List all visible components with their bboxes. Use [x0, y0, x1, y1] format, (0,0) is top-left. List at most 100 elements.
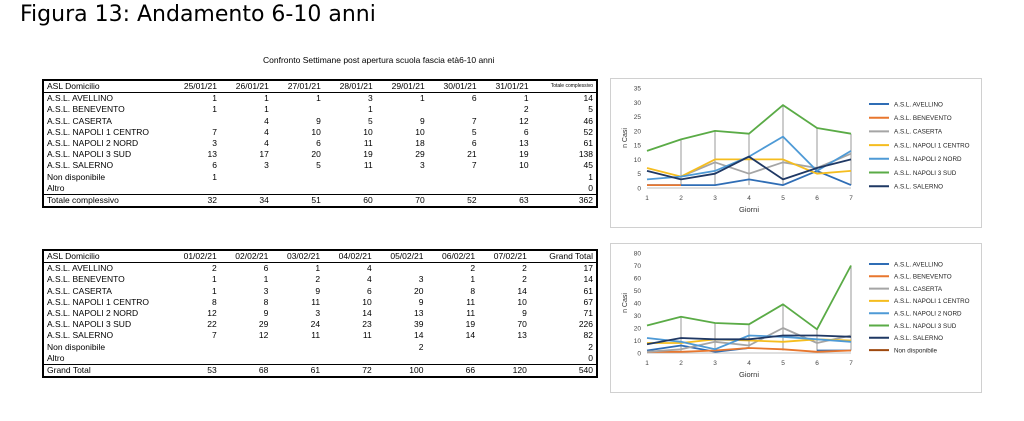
y-axis-label: n Casi: [622, 128, 629, 148]
row-label: A.S.L. SALERNO: [47, 160, 114, 171]
x-axis-label: Giorni: [739, 370, 759, 379]
table-cell: 2: [523, 104, 529, 115]
table-cell: 6: [212, 160, 217, 171]
table-cell: 3: [264, 160, 269, 171]
table-cell: 11: [363, 138, 373, 149]
table-cell: 9: [419, 115, 425, 126]
table-cell: 4: [264, 138, 269, 149]
table-cell: 13: [519, 138, 529, 149]
table-cell: 05/02/21: [374, 250, 427, 264]
table-row: A.S.L. NAPOLI 2 NORD 12 9 3 14 13 11 9 71: [43, 308, 597, 319]
table-cell: 20: [413, 285, 424, 296]
table-cell: 07/02/21: [478, 250, 530, 264]
table-cell: [480, 172, 532, 183]
table-cell: 10: [362, 296, 372, 307]
table-cell: 04/02/21: [323, 250, 375, 264]
legend-label: A.S.L. BENEVENTO: [894, 274, 952, 281]
table-cell: 11: [363, 160, 373, 171]
table-cell: 1: [211, 285, 217, 296]
line-chart-week2: 0 10 20 30 40 50 60 70 80 1 2 3 4 5 6 7 Giorni n Casi A.S.…: [610, 243, 982, 393]
table-cell: [324, 172, 376, 183]
table-cell: 138: [578, 149, 593, 160]
table-cell: 3: [263, 285, 269, 296]
y-tick-label: 10: [634, 338, 642, 345]
table-cell: 23: [362, 319, 372, 330]
table-cell: 25/01/21: [168, 80, 220, 94]
table-cell: 1: [264, 93, 269, 104]
row-label: A.S.L. NAPOLI 2 NORD: [47, 138, 139, 149]
table-cell: 1: [211, 274, 217, 285]
y-tick-label: 20: [634, 128, 642, 135]
series-line: [646, 155, 852, 181]
y-tick-label: 0: [637, 351, 641, 358]
table-cell: 13: [207, 149, 217, 160]
table-cell: 51: [271, 194, 324, 208]
x-tick-label: 4: [747, 360, 751, 367]
table-cell: 0: [588, 182, 593, 193]
table-cell: 32: [168, 194, 220, 208]
table-cell: [376, 104, 428, 115]
row-label: Grand Total: [43, 364, 168, 378]
table-cell: [168, 353, 220, 365]
table-cell: 10: [363, 126, 373, 137]
table-cell: 4: [367, 263, 372, 274]
table-cell: 52: [427, 194, 480, 208]
table-row: A.S.L. NAPOLI 1 CENTRO 8 8 11 10 9 11 10 67: [43, 297, 597, 308]
table-cell: 61: [583, 285, 593, 296]
row-label: Totale complessivo: [43, 194, 168, 208]
table-cell: [375, 353, 427, 365]
table-cell: 1: [316, 93, 321, 104]
table-row: Non disponibile 2 2: [43, 342, 597, 353]
row-label: A.S.L. CASERTA: [47, 115, 112, 126]
x-tick-label: 3: [713, 360, 717, 367]
x-tick-label: 6: [815, 195, 819, 202]
table-cell: [271, 342, 323, 353]
table-cell: 34: [219, 194, 272, 208]
y-tick-label: 70: [634, 263, 642, 270]
table-cell: 29/01/21: [375, 80, 428, 94]
table-cell: [478, 342, 530, 353]
table-row: Non disponibile 1 1: [43, 172, 597, 183]
table-cell: 226: [578, 319, 593, 330]
table-cell: 4: [367, 274, 372, 285]
table-cell: 12: [258, 330, 269, 341]
table-row: A.S.L. BENEVENTO 1 1 1 2 5: [43, 104, 597, 115]
table-cell: 100: [374, 364, 427, 378]
table-cell: 9: [263, 308, 269, 319]
y-tick-label: 30: [634, 313, 642, 320]
table-cell: 11: [362, 330, 372, 341]
table-cell: 3: [315, 308, 321, 319]
row-label: ASL Domicilio: [43, 80, 168, 94]
table-cell: 1: [212, 93, 217, 104]
x-tick-label: 7: [849, 195, 853, 202]
table-header-row: ASL Domicilio 25/01/21 26/01/21 27/01/21 28/…: [43, 80, 597, 94]
table-cell: 1: [212, 104, 217, 115]
table-cell: 26/01/21: [219, 80, 272, 94]
table-cell: 3: [368, 93, 373, 104]
table-cell: 6: [471, 93, 477, 104]
table-cell: 10: [415, 126, 425, 137]
row-label: A.S.L. AVELLINO: [47, 93, 113, 104]
table-cell: 22: [207, 319, 217, 330]
table-cell: [428, 104, 480, 115]
table-cell: 9: [316, 115, 321, 126]
table-row: A.S.L. NAPOLI 2 NORD 3 4 6 11 18 6 13 61: [43, 138, 597, 149]
table-cell: 120: [478, 364, 530, 378]
table-total-row: Totale complessivo 32 34 51 60 70 52 63 362: [43, 194, 597, 208]
table-cell: 1: [263, 274, 269, 285]
table-row: Altro 0: [43, 353, 597, 365]
table-cell: 3: [212, 138, 217, 149]
table-cell: 5: [368, 115, 373, 126]
row-label: A.S.L. CASERTA: [47, 285, 112, 296]
table-cell: 2: [315, 274, 321, 285]
table-cell: 0: [588, 352, 593, 363]
y-tick-label: 35: [634, 86, 642, 93]
table-cell: 14: [465, 330, 476, 341]
table-cell: 46: [583, 115, 593, 126]
x-tick-label: 7: [849, 360, 853, 367]
table-cell: 1: [315, 263, 321, 274]
table-cell: 28/01/21: [323, 80, 376, 94]
table-cell: 4: [264, 115, 269, 126]
table-cell: 29: [415, 149, 425, 160]
series-line: [646, 104, 852, 152]
